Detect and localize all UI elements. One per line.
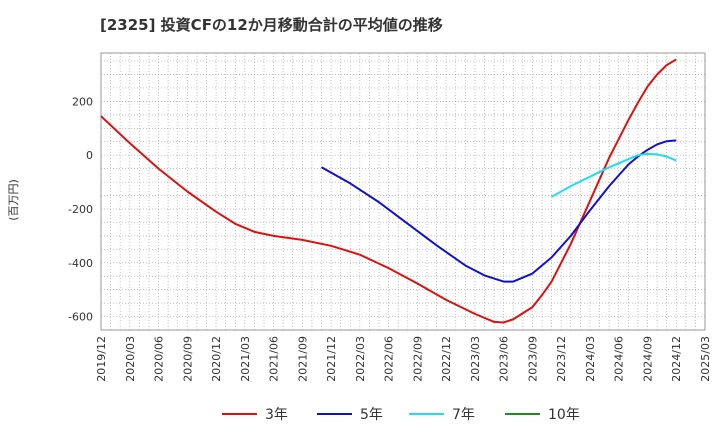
x-axis: 2019/12 2020/03 2020/06 2020/09 2020/12 2021/… — [95, 336, 712, 382]
x-tick-label: 2022/03 — [354, 336, 367, 382]
y-tick-label: 200 — [72, 95, 93, 108]
legend-label: 5年 — [360, 407, 383, 423]
x-tick-label: 2020/09 — [181, 336, 194, 382]
x-tick-label: 2024/03 — [584, 336, 597, 382]
x-tick-label: 2023/12 — [555, 336, 568, 382]
x-tick-label: 2021/12 — [325, 336, 338, 382]
x-tick-label: 2025/03 — [699, 336, 712, 382]
series-line — [100, 58, 677, 324]
series-line — [321, 139, 677, 283]
y-tick-label: -600 — [68, 311, 93, 324]
x-tick-label: 2019/12 — [95, 336, 108, 382]
x-tick-label: 2022/09 — [411, 336, 424, 382]
x-tick-label: 2022/12 — [440, 336, 453, 382]
x-tick-label: 2022/06 — [383, 336, 396, 382]
y-axis-label: (百万円) — [7, 179, 20, 221]
x-tick-label: 2024/09 — [641, 336, 654, 382]
y-tick-label: -200 — [68, 203, 93, 216]
legend: 3年 5年 7年 10年 — [222, 407, 580, 423]
chart-title: [2325] 投資CFの12か月移動合計の平均値の推移 — [100, 16, 443, 34]
x-tick-label: 2023/03 — [469, 336, 482, 382]
x-tick-label: 2020/03 — [124, 336, 137, 382]
y-tick-label: 0 — [86, 149, 93, 162]
plot-area — [100, 52, 706, 331]
legend-label: 3年 — [265, 407, 288, 423]
legend-label: 7年 — [452, 407, 475, 423]
x-tick-label: 2021/03 — [239, 336, 252, 382]
grid — [100, 53, 706, 330]
legend-label: 10年 — [548, 407, 580, 423]
x-tick-label: 2023/09 — [526, 336, 539, 382]
x-tick-label: 2024/12 — [670, 336, 683, 382]
series-line — [551, 152, 677, 198]
x-tick-label: 2021/06 — [268, 336, 281, 382]
y-tick-label: -400 — [68, 257, 93, 270]
series-layer — [100, 58, 677, 324]
x-tick-label: 2023/06 — [498, 336, 511, 382]
y-axis: 200 0 -200 -400 -600 — [68, 95, 93, 323]
x-tick-label: 2020/12 — [210, 336, 223, 382]
x-tick-label: 2021/09 — [296, 336, 309, 382]
x-tick-label: 2024/06 — [613, 336, 626, 382]
x-tick-label: 2020/06 — [153, 336, 166, 382]
